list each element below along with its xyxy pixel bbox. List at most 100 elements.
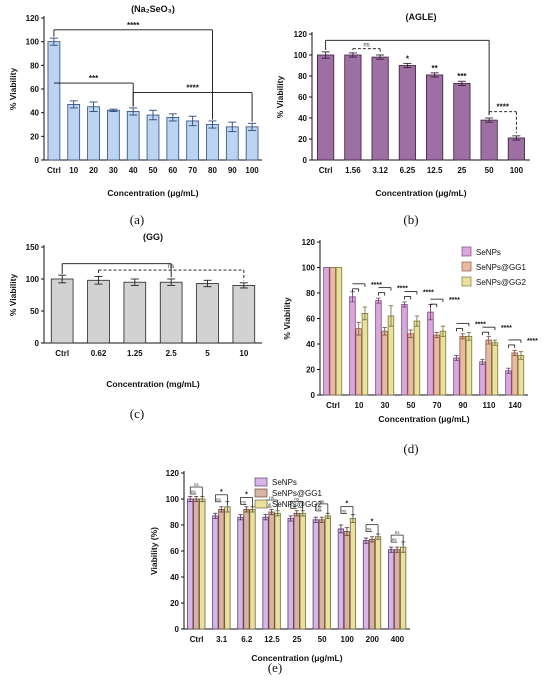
chart-panel-e: 0 20 40 60 80 100 120 Ctrl 3.1 6.2 12.5 25 50 100 200 4… — [149, 469, 410, 675]
bar — [349, 296, 356, 396]
bar — [47, 41, 61, 161]
x-tick-label: 20 — [89, 166, 98, 175]
significance-label: ns — [342, 509, 348, 514]
bar — [426, 74, 444, 161]
significance-label: ns — [363, 43, 369, 49]
x-tick-label: 10 — [355, 401, 364, 410]
bar — [206, 124, 219, 161]
bar — [517, 355, 525, 396]
panel-label: (a) — [130, 212, 144, 227]
significance-label: ns — [316, 506, 322, 511]
bar — [312, 519, 319, 630]
legend-swatch — [461, 246, 472, 257]
y-tick-label: 120 — [302, 238, 316, 247]
significance-label: **** — [423, 289, 434, 296]
y-axis-title: % Viability — [8, 68, 18, 111]
y-tick-label: 40 — [170, 573, 179, 582]
x-tick-label: 10 — [239, 349, 248, 358]
bar — [107, 109, 120, 161]
bar — [293, 512, 300, 630]
x-tick-label: 12.5 — [427, 166, 443, 175]
x-tick-label: 5 — [205, 349, 210, 358]
y-tick-label: 60 — [306, 315, 315, 324]
bar — [287, 518, 294, 630]
x-tick-label: 80 — [208, 166, 217, 175]
chart-panel-a: 0 20 40 60 80 100 120 Ctrl 10 20 30 40 50 60 70 80 90 100… — [8, 4, 262, 227]
y-tick-label: 50 — [30, 307, 39, 316]
legend-swatch — [254, 488, 268, 498]
y-tick-label: 0 — [311, 391, 316, 400]
x-tick-label: 6.25 — [400, 166, 416, 175]
bar — [249, 508, 256, 630]
significance-label: ns — [194, 482, 200, 487]
chart-panel-b: 0 20 40 60 80 100 120 Ctrl 1.56 3.12 6.25 12.5 25 50 1… — [275, 12, 530, 227]
significance-label: * — [245, 491, 248, 498]
bar — [323, 267, 330, 396]
y-tick-label: 40 — [298, 114, 307, 123]
bar — [193, 498, 200, 630]
bar — [433, 334, 440, 396]
bar — [480, 119, 498, 161]
y-axis-title: % Viability — [282, 297, 292, 340]
bar — [453, 82, 471, 161]
x-tick-label: 90 — [228, 166, 237, 175]
chart-panel-d: 0 20 40 60 80 100 120 Ctrl 10 30 50 70 90 110 140 Conce… — [282, 238, 538, 456]
x-tick-label: 100 — [245, 166, 259, 175]
bar — [349, 518, 357, 630]
significance-label: * — [220, 489, 223, 496]
x-tick-label: Ctrl — [319, 166, 333, 175]
bar — [511, 352, 518, 396]
y-axis-title: Viability (%) — [149, 527, 159, 575]
x-tick-label: 100 — [341, 635, 355, 644]
bar — [362, 540, 370, 630]
bar — [371, 56, 389, 161]
x-tick-label: 70 — [188, 166, 197, 175]
bar — [87, 279, 110, 344]
y-tick-label: 80 — [306, 289, 315, 298]
x-tick-label: 0.62 — [91, 349, 107, 358]
significance-label: ns — [241, 499, 247, 504]
bar — [485, 339, 492, 396]
bar — [343, 531, 351, 630]
bar — [459, 335, 466, 396]
bar — [407, 333, 414, 396]
y-tick-label: 0 — [175, 625, 180, 634]
significance-label: * — [406, 54, 410, 63]
significance-label: ns — [269, 495, 275, 500]
legend-label: SeNPs@GG2 — [476, 278, 526, 287]
significance-label: ns — [191, 489, 197, 494]
x-tick-label: 1.56 — [345, 166, 361, 175]
significance-label: **** — [186, 84, 199, 93]
chart-title: (AGLE) — [406, 12, 437, 22]
significance-label: *** — [457, 72, 467, 81]
panel-label: (b) — [403, 212, 418, 227]
significance-label: ns — [291, 503, 297, 508]
y-tick-label: 20 — [170, 599, 179, 608]
legend-label: SeNPs — [272, 478, 297, 487]
bar — [268, 511, 275, 630]
y-tick-label: 100 — [166, 495, 180, 504]
bar — [224, 506, 231, 630]
x-tick-label: 6.2 — [241, 635, 253, 644]
significance-label: **** — [527, 338, 538, 345]
significance-label: **** — [127, 21, 140, 30]
significance-label: ns — [266, 502, 272, 507]
significance-label: * — [371, 519, 374, 526]
x-axis-title: Concentration (μg/mL) — [375, 188, 466, 198]
x-tick-label: Ctrl — [190, 635, 204, 644]
bar — [337, 528, 345, 630]
bar — [126, 111, 140, 161]
legend-label: SeNPs — [476, 248, 501, 257]
bar — [368, 538, 376, 630]
significance-label: ns — [392, 537, 398, 542]
y-tick-label: 80 — [30, 61, 39, 70]
panel-label: (d) — [403, 441, 418, 456]
significance-label: **** — [497, 103, 510, 112]
bar — [67, 103, 81, 161]
bar — [507, 137, 525, 161]
y-tick-label: 100 — [26, 275, 40, 284]
significance-label: ns — [319, 499, 325, 504]
bar — [245, 126, 259, 161]
x-tick-label: 200 — [366, 635, 380, 644]
significance-label: ** — [432, 64, 439, 73]
